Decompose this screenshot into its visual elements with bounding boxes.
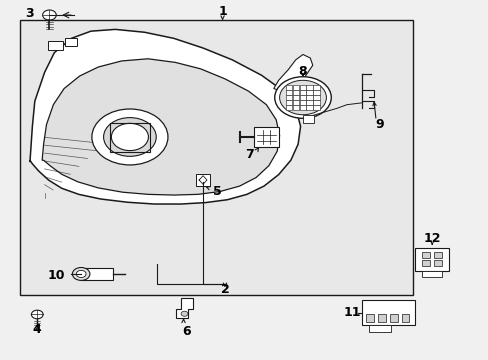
Bar xyxy=(285,100,292,105)
Bar xyxy=(299,100,305,105)
Bar xyxy=(401,315,408,321)
Bar xyxy=(306,90,312,95)
Bar xyxy=(254,127,278,147)
Text: 12: 12 xyxy=(423,231,440,244)
Bar xyxy=(196,174,209,186)
Text: 4: 4 xyxy=(33,323,41,336)
Circle shape xyxy=(274,77,330,118)
Bar xyxy=(65,39,77,45)
Bar xyxy=(368,325,390,332)
Polygon shape xyxy=(42,59,279,195)
Bar xyxy=(299,105,305,110)
Bar xyxy=(299,85,305,90)
Bar xyxy=(421,252,429,258)
Bar xyxy=(292,105,299,110)
Bar xyxy=(285,105,292,110)
Bar xyxy=(366,315,373,321)
Bar xyxy=(292,85,299,90)
Text: 7: 7 xyxy=(244,148,253,161)
Text: 8: 8 xyxy=(298,65,306,78)
Bar xyxy=(313,90,319,95)
Bar xyxy=(48,41,63,50)
Bar xyxy=(313,85,319,90)
Circle shape xyxy=(42,10,56,20)
Bar xyxy=(414,248,448,271)
Text: 1: 1 xyxy=(218,5,226,18)
Bar xyxy=(110,123,150,152)
Text: 10: 10 xyxy=(48,269,65,282)
Bar xyxy=(313,105,319,110)
Bar xyxy=(292,90,299,95)
Text: 6: 6 xyxy=(183,325,191,338)
Bar xyxy=(306,105,312,110)
Circle shape xyxy=(181,311,187,316)
Bar xyxy=(285,95,292,100)
Bar xyxy=(433,260,442,266)
Text: 3: 3 xyxy=(25,8,34,21)
Bar xyxy=(361,300,414,325)
Bar xyxy=(292,95,299,100)
Bar xyxy=(299,90,305,95)
Text: 2: 2 xyxy=(220,283,229,296)
Bar xyxy=(306,100,312,105)
Bar xyxy=(20,21,412,295)
Circle shape xyxy=(279,80,326,115)
Polygon shape xyxy=(273,54,312,91)
Bar xyxy=(292,100,299,105)
Bar xyxy=(285,90,292,95)
Bar xyxy=(306,85,312,90)
Circle shape xyxy=(103,118,156,156)
Bar xyxy=(306,95,312,100)
Circle shape xyxy=(76,270,86,278)
Bar xyxy=(377,315,385,321)
Bar xyxy=(389,315,397,321)
Bar xyxy=(81,267,113,280)
Text: 9: 9 xyxy=(375,118,384,131)
Bar xyxy=(285,85,292,90)
Bar xyxy=(313,95,319,100)
Bar xyxy=(422,271,441,277)
Text: 11: 11 xyxy=(343,306,361,319)
Bar xyxy=(421,260,429,266)
Bar xyxy=(313,100,319,105)
Circle shape xyxy=(92,109,167,165)
Text: 5: 5 xyxy=(213,185,222,198)
Bar xyxy=(299,95,305,100)
Polygon shape xyxy=(176,298,193,318)
Circle shape xyxy=(111,123,148,150)
Circle shape xyxy=(31,310,43,319)
Polygon shape xyxy=(30,30,300,204)
Circle shape xyxy=(72,267,90,280)
Bar xyxy=(303,115,313,123)
Bar xyxy=(433,252,442,258)
